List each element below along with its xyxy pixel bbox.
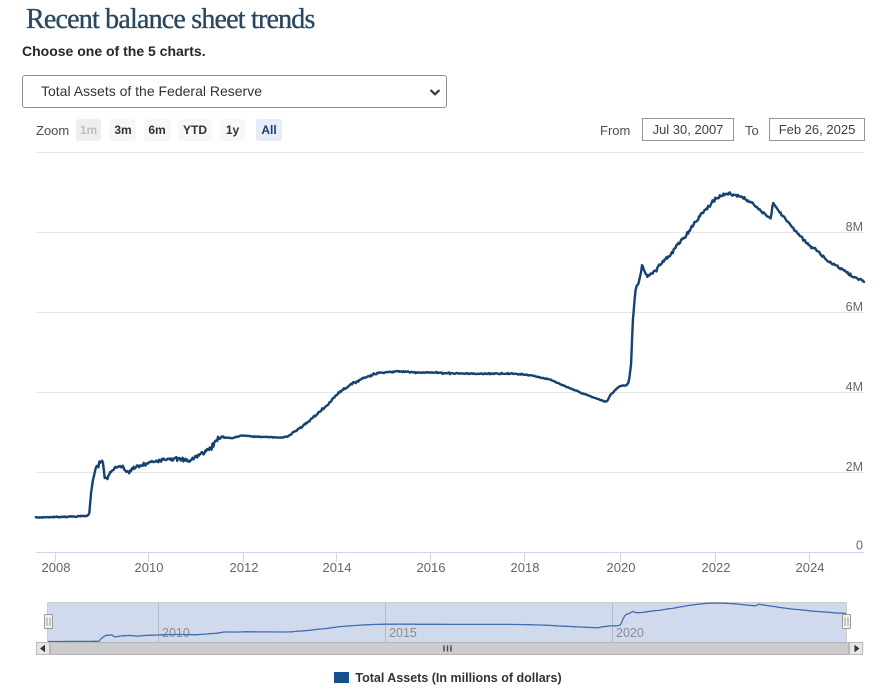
svg-text:2020: 2020 xyxy=(616,626,644,640)
svg-text:4M: 4M xyxy=(846,380,863,394)
svg-text:2012: 2012 xyxy=(230,560,259,575)
svg-text:2014: 2014 xyxy=(323,560,352,575)
svg-text:0: 0 xyxy=(856,539,863,553)
svg-text:2M: 2M xyxy=(846,460,863,474)
svg-text:2008: 2008 xyxy=(42,560,71,575)
svg-text:8M: 8M xyxy=(846,220,863,234)
svg-text:6M: 6M xyxy=(846,300,863,314)
svg-text:2010: 2010 xyxy=(135,560,164,575)
svg-text:2024: 2024 xyxy=(796,560,825,575)
svg-text:2018: 2018 xyxy=(511,560,540,575)
svg-text:2020: 2020 xyxy=(607,560,636,575)
svg-text:2022: 2022 xyxy=(702,560,731,575)
svg-text:2015: 2015 xyxy=(389,626,417,640)
svg-text:2010: 2010 xyxy=(162,626,190,640)
svg-text:2016: 2016 xyxy=(417,560,446,575)
